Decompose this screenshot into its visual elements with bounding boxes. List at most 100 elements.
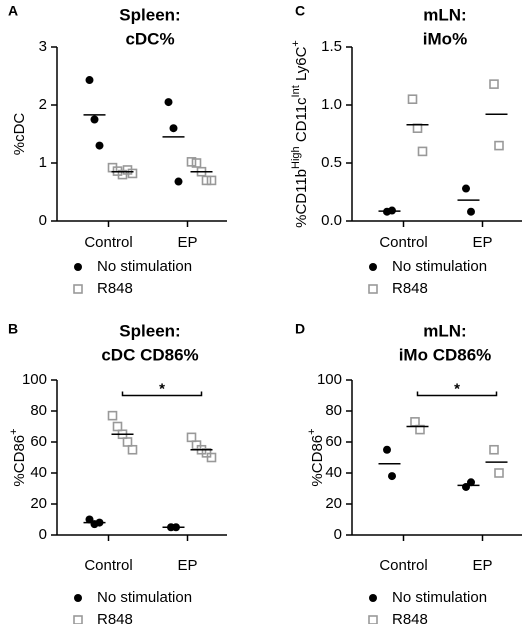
point — [85, 76, 94, 85]
point — [127, 444, 138, 455]
point — [90, 115, 99, 124]
point — [415, 424, 425, 435]
y-tick-label: 40 — [325, 464, 342, 481]
legend-label: No stimulation — [97, 589, 192, 606]
chart-title: mLN: — [423, 321, 466, 340]
chart-title: cDC% — [125, 29, 174, 48]
y-tick-label: 0 — [334, 526, 342, 543]
point — [107, 410, 118, 421]
x-tick-label: Control — [379, 234, 427, 251]
y-tick-label: 0 — [39, 212, 47, 229]
y-tick-label: 40 — [30, 464, 47, 481]
significance-label: * — [159, 380, 165, 397]
significance-bracket — [121, 391, 203, 397]
y-tick-label: 0.0 — [321, 212, 342, 229]
y-axis-label: %cDC — [11, 113, 28, 156]
point — [164, 98, 173, 107]
y-tick-label: 80 — [30, 402, 47, 419]
y-axis-label: %CD86+ — [306, 428, 326, 486]
x-tick-label: EP — [177, 557, 197, 574]
x-tick-label: EP — [177, 234, 197, 251]
legend-label: R848 — [392, 280, 428, 297]
point — [410, 417, 420, 427]
point — [467, 207, 475, 216]
y-tick-label: 1.0 — [321, 96, 342, 113]
significance-label: * — [454, 380, 460, 397]
y-axis-label-part: CD11c — [293, 97, 310, 146]
significance-bracket — [416, 391, 498, 397]
y-tick-label: 0 — [39, 526, 47, 543]
point — [112, 421, 123, 432]
y-tick-label: 20 — [30, 495, 47, 512]
point — [368, 615, 378, 624]
point — [368, 284, 378, 294]
panel-label: A — [8, 3, 18, 19]
legend-label: No stimulation — [97, 258, 192, 275]
point — [369, 263, 377, 271]
point — [74, 594, 82, 602]
point — [74, 263, 82, 271]
point — [95, 141, 104, 150]
panel-label: C — [295, 3, 305, 19]
y-axis-label-part: %CD86 — [11, 435, 28, 487]
legend-label: R848 — [97, 611, 133, 624]
y-tick-label: 100 — [22, 371, 47, 388]
y-axis-label-part: + — [306, 428, 318, 434]
chart-title: Spleen: — [119, 5, 180, 24]
point — [206, 175, 217, 186]
legend-label: R848 — [97, 280, 133, 297]
point — [494, 140, 504, 151]
y-axis-label-part: %cDC — [11, 113, 28, 156]
legend-label: No stimulation — [392, 258, 487, 275]
point — [467, 478, 475, 487]
y-axis-label-part: Int — [290, 85, 302, 97]
y-axis-label-part: + — [8, 428, 20, 434]
y-axis-label-part: High — [290, 146, 302, 169]
y-axis-label-part: %CD11b — [293, 169, 310, 228]
point — [489, 444, 499, 455]
panel-label: B — [8, 321, 18, 337]
point — [369, 594, 377, 602]
y-tick-label: 60 — [325, 433, 342, 450]
y-tick-label: 20 — [325, 495, 342, 512]
x-tick-label: Control — [84, 234, 132, 251]
chart-title: iMo% — [423, 29, 467, 48]
chart-title: Spleen: — [119, 321, 180, 340]
y-tick-label: 3 — [39, 38, 47, 55]
x-tick-label: Control — [84, 557, 132, 574]
x-tick-label: EP — [472, 557, 492, 574]
y-axis-label: %CD11bHigh CD11cInt Ly6C+ — [290, 40, 310, 228]
y-tick-label: 80 — [325, 402, 342, 419]
point — [122, 437, 133, 447]
chart-title: cDC CD86% — [101, 345, 198, 364]
y-axis-label: %CD86+ — [8, 428, 28, 486]
point — [388, 472, 396, 481]
point — [186, 432, 197, 443]
y-tick-label: 100 — [317, 371, 342, 388]
y-tick-label: 1 — [39, 154, 47, 171]
x-tick-label: Control — [379, 557, 427, 574]
x-tick-label: EP — [472, 234, 492, 251]
point — [462, 184, 470, 193]
chart-title: mLN: — [423, 5, 466, 24]
legend-label: R848 — [392, 611, 428, 624]
point — [407, 94, 418, 104]
point — [201, 175, 212, 186]
point — [206, 452, 217, 463]
legend-label: No stimulation — [392, 589, 487, 606]
y-axis-label-part: + — [290, 40, 302, 46]
y-tick-label: 1.5 — [321, 38, 342, 55]
y-tick-label: 60 — [30, 433, 47, 450]
point — [169, 124, 178, 133]
y-tick-label: 2 — [39, 96, 47, 113]
point — [417, 146, 428, 157]
point — [174, 177, 183, 186]
y-axis-label-part: Ly6C — [293, 46, 310, 85]
panel-label: D — [295, 321, 305, 337]
point — [127, 168, 138, 179]
point — [73, 615, 83, 624]
point — [73, 284, 83, 294]
y-tick-label: 0.5 — [321, 154, 342, 171]
y-axis-label-part: %CD86 — [309, 435, 326, 487]
